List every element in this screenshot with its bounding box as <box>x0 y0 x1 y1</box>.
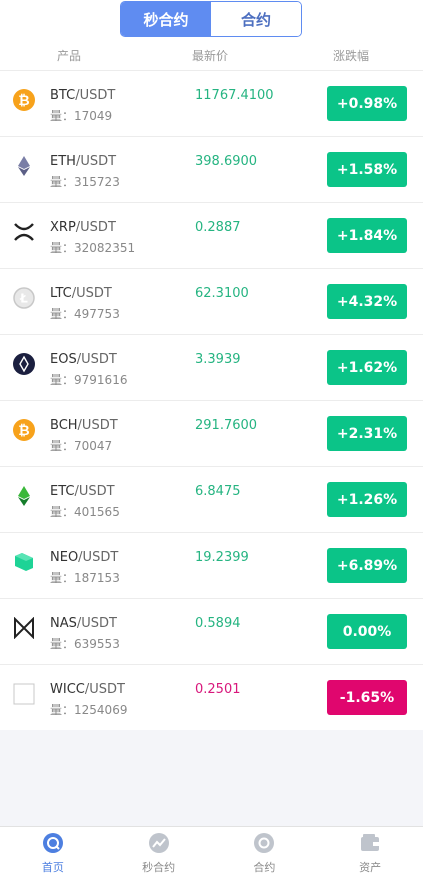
svg-text:Ł: Ł <box>19 292 28 306</box>
last-price: 62.3100 <box>195 286 249 301</box>
volume: 量：32082351 <box>50 241 136 255</box>
bitcoin-icon: ₿ <box>13 89 35 111</box>
nebulas-icon <box>14 617 34 639</box>
market-row-etc[interactable]: ETC/USDT 量：401565 6.8475 +1.26% <box>0 466 423 532</box>
change-badge: +0.98% <box>327 86 407 121</box>
nav-home-label: 首页 <box>41 861 64 874</box>
eos-icon <box>13 353 35 375</box>
change-badge: +1.58% <box>327 152 407 187</box>
volume: 量：9791616 <box>50 373 128 387</box>
market-row-bch[interactable]: ₿ BCH/USDT 量：70047 291.7600 +2.31% <box>0 400 423 466</box>
market-row-nas[interactable]: NAS/USDT 量：639553 0.5894 0.00% <box>0 598 423 664</box>
bitcoin-cash-icon: ₿ <box>13 419 35 441</box>
volume: 量：187153 <box>50 571 120 585</box>
nav-assets[interactable]: 资产 <box>317 827 423 878</box>
svg-text:₿: ₿ <box>18 423 29 439</box>
nav-contract-label: 合约 <box>253 861 276 874</box>
nav-second-contract-label: 秒合约 <box>142 861 176 874</box>
nav-contract[interactable]: 合约 <box>212 827 318 878</box>
column-header-product: 产品 <box>57 49 82 63</box>
neo-icon <box>15 553 33 571</box>
pair-name: NAS/USDT <box>50 616 117 631</box>
svg-text:₿: ₿ <box>18 93 29 109</box>
volume: 量：497753 <box>50 307 120 321</box>
market-row-btc[interactable]: ₿ BTC/USDT 量：17049 11767.4100 +0.98% <box>0 70 423 136</box>
market-list: ₿ BTC/USDT 量：17049 11767.4100 +0.98% ETH… <box>0 70 423 730</box>
change-badge: +4.32% <box>327 284 407 319</box>
market-row-eos[interactable]: EOS/USDT 量：9791616 3.3939 +1.62% <box>0 334 423 400</box>
pair-name: WICC/USDT <box>50 682 125 697</box>
pair-name: ETC/USDT <box>50 484 115 499</box>
tab-second-contract[interactable]: 秒合约 <box>121 2 211 36</box>
last-price: 0.2887 <box>195 220 241 235</box>
trend-icon <box>148 833 169 853</box>
pair-name: BCH/USDT <box>50 418 118 433</box>
bottom-nav: 首页 秒合约 合约 资产 <box>0 826 423 878</box>
change-badge: +1.62% <box>327 350 407 385</box>
last-price: 19.2399 <box>195 550 249 565</box>
change-badge: +1.26% <box>327 482 407 517</box>
market-row-neo[interactable]: NEO/USDT 量：187153 19.2399 +6.89% <box>0 532 423 598</box>
volume: 量：315723 <box>50 175 120 189</box>
volume: 量：1254069 <box>50 703 128 717</box>
volume: 量：17049 <box>50 109 113 123</box>
pair-name: ETH/USDT <box>50 154 117 169</box>
market-row-ltc[interactable]: Ł LTC/USDT 量：497753 62.3100 +4.32% <box>0 268 423 334</box>
change-badge: +1.84% <box>327 218 407 253</box>
last-price: 0.5894 <box>195 616 241 631</box>
nav-second-contract[interactable]: 秒合约 <box>106 827 212 878</box>
tab-contract[interactable]: 合约 <box>211 2 301 36</box>
pair-name: LTC/USDT <box>50 286 112 301</box>
pair-name: EOS/USDT <box>50 352 117 367</box>
last-price: 11767.4100 <box>195 88 274 103</box>
last-price: 291.7600 <box>195 418 258 433</box>
market-row-xrp[interactable]: XRP/USDT 量：32082351 0.2887 +1.84% <box>0 202 423 268</box>
home-icon <box>42 833 63 853</box>
pair-name: BTC/USDT <box>50 88 116 103</box>
last-price: 6.8475 <box>195 484 241 499</box>
pair-name: NEO/USDT <box>50 550 119 565</box>
market-row-eth[interactable]: ETH/USDT 量：315723 398.6900 +1.58% <box>0 136 423 202</box>
change-badge: +6.89% <box>327 548 407 583</box>
last-price: 398.6900 <box>195 154 258 169</box>
column-header-change: 涨跌幅 <box>333 49 370 63</box>
market-row-wicc[interactable]: WICC/USDT 量：1254069 0.2501 -1.65% <box>0 664 423 730</box>
change-badge: +2.31% <box>327 416 407 451</box>
top-header: 秒合约 合约 产品 最新价 涨跌幅 <box>0 0 423 70</box>
change-badge: -1.65% <box>327 680 407 715</box>
last-price: 3.3939 <box>195 352 241 367</box>
wicc-icon <box>13 683 35 705</box>
column-header-price: 最新价 <box>192 49 229 63</box>
wallet-icon <box>361 834 380 851</box>
nav-assets-label: 资产 <box>359 861 382 874</box>
contract-icon <box>254 833 275 853</box>
volume: 量：70047 <box>50 439 113 453</box>
contract-type-switch: 秒合约 合约 <box>120 1 302 37</box>
volume: 量：639553 <box>50 637 120 651</box>
nav-home[interactable]: 首页 <box>0 827 106 878</box>
pair-name: XRP/USDT <box>50 220 116 235</box>
ripple-icon <box>14 223 34 241</box>
ethereum-classic-icon <box>18 486 30 506</box>
change-badge: 0.00% <box>327 614 407 649</box>
last-price: 0.2501 <box>195 682 241 697</box>
volume: 量：401565 <box>50 505 120 519</box>
litecoin-icon: Ł <box>13 287 35 309</box>
ethereum-icon <box>18 156 30 176</box>
